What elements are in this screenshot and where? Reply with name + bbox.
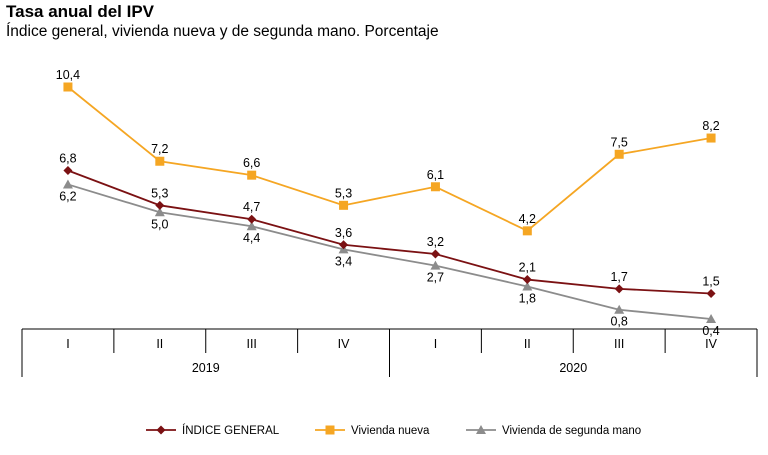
data-point	[430, 260, 441, 270]
legend: ÍNDICE GENERAL Vivienda nueva Vivienda de …	[146, 424, 641, 437]
data-point	[246, 221, 257, 231]
legend-marker	[476, 425, 486, 434]
data-point	[155, 156, 165, 166]
chart-title: Tasa anual del IPV	[6, 2, 155, 21]
year-label: 2019	[192, 361, 220, 375]
data-point	[430, 249, 440, 259]
data-label: 1,5	[702, 274, 719, 288]
data-point	[522, 275, 532, 285]
data-point	[62, 179, 73, 189]
data-point	[339, 240, 349, 250]
chart-subtitle: Índice general, vivienda nueva y de segu…	[6, 23, 439, 40]
data-label: 6,1	[427, 168, 444, 182]
data-point	[614, 304, 625, 314]
data-label: 4,4	[243, 231, 260, 245]
data-label: 5,3	[335, 186, 352, 200]
legend-marker	[325, 425, 335, 435]
data-label: 7,2	[151, 142, 168, 156]
x-tick-label: IV	[705, 337, 717, 351]
data-point	[522, 226, 532, 236]
data-point	[155, 200, 165, 210]
x-tick-label: I	[66, 337, 69, 351]
data-label: 6,2	[59, 189, 76, 203]
data-point	[339, 200, 349, 210]
data-point	[614, 149, 624, 159]
data-point	[63, 82, 73, 92]
series-line	[67, 169, 712, 295]
data-label: 4,7	[243, 200, 260, 214]
x-tick-label: II	[156, 337, 163, 351]
data-point	[706, 133, 716, 143]
data-label: 5,3	[151, 186, 168, 200]
x-tick-label: III	[614, 337, 624, 351]
x-tick-label: II	[524, 337, 531, 351]
data-point	[247, 170, 257, 180]
data-label: 10,4	[56, 68, 80, 82]
series-layer	[62, 82, 717, 323]
data-point	[614, 284, 624, 294]
data-point	[247, 214, 257, 224]
data-label: 8,2	[702, 119, 719, 133]
data-label: 0,4	[702, 324, 719, 338]
year-label: 2020	[559, 361, 587, 375]
data-labels: 6,8 5,3 4,7 3,6 3,2 2,1 1,7 1,5 10,4 7,2 6,6 5,3 6,1…	[56, 68, 720, 338]
legend-marker	[156, 425, 166, 435]
data-point	[154, 207, 165, 217]
data-label: 3,4	[335, 254, 352, 268]
data-label: 5,0	[151, 217, 168, 231]
legend-label: Vivienda nueva	[351, 425, 430, 437]
data-label: 3,2	[427, 235, 444, 249]
series-line	[67, 86, 712, 232]
data-label: 2,7	[427, 271, 444, 285]
x-tick-label: IV	[338, 337, 350, 351]
legend-label: Vivienda de segunda mano	[502, 425, 641, 437]
data-point	[430, 182, 440, 192]
data-label: 1,8	[519, 292, 536, 306]
data-label: 6,6	[243, 156, 260, 170]
data-point	[706, 288, 716, 298]
data-label: 6,8	[59, 152, 76, 166]
legend-label: ÍNDICE GENERAL	[182, 424, 280, 437]
data-point	[706, 314, 717, 323]
x-tick-label: I	[434, 337, 437, 351]
data-point	[522, 281, 533, 291]
data-label: 0,8	[610, 315, 627, 329]
series-line	[67, 183, 712, 320]
data-point	[63, 166, 73, 176]
data-label: 7,5	[610, 135, 627, 149]
data-label: 3,6	[335, 226, 352, 240]
x-tick-label: III	[246, 337, 256, 351]
data-label: 2,1	[519, 261, 536, 275]
data-label: 1,7	[610, 270, 627, 284]
data-label: 4,2	[519, 212, 536, 226]
